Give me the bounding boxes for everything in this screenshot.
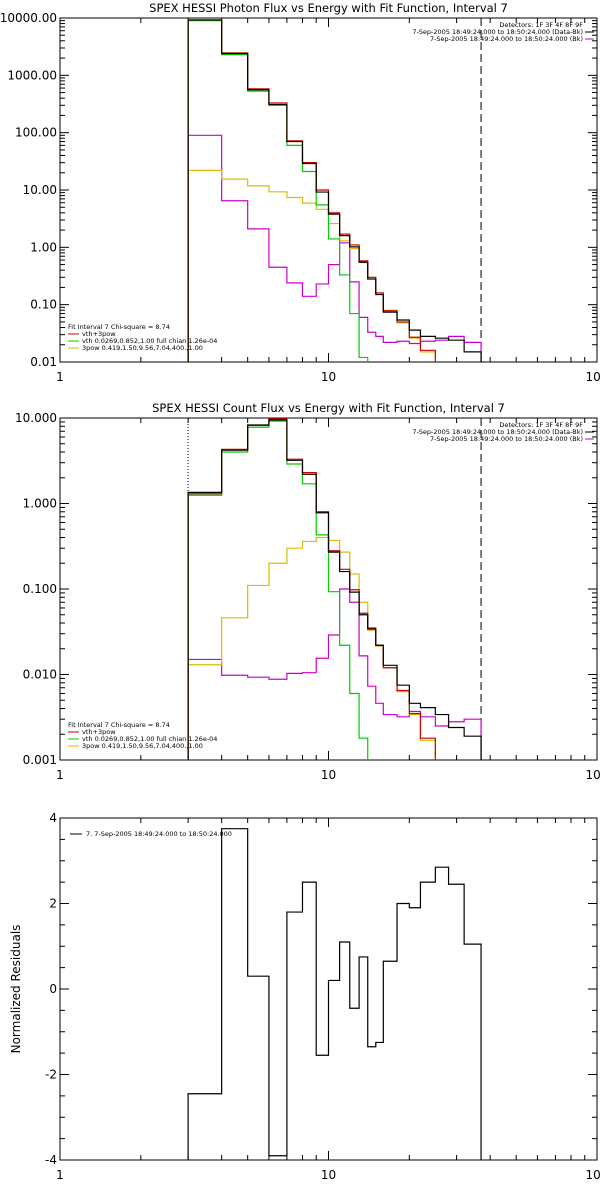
series-line-0 [187,19,482,362]
info-line: 7-Sep-2005 18:49:24.000 to 18:50:24.000 … [412,428,583,436]
y-tick-label: 0 [49,982,57,996]
series-line-4 [187,169,436,362]
chart-title: SPEX HESSI Photon Flux vs Energy with Fi… [149,1,508,15]
plot-area [187,828,482,1160]
y-tick-label: -2 [45,1068,57,1082]
fit-info-line: vth+3pow [82,728,116,736]
y-tick-label: 0.001 [23,753,57,767]
info-line: Detectors: 1F 3F 4F 8F 9F [499,21,583,29]
y-tick-label: 0.01 [30,355,57,369]
x-tick-label: 100 [586,370,600,384]
info-line: Detectors: 1F 3F 4F 8F 9F [499,421,583,429]
fit-info-line: vth 0.0269,0.852,1.00 full chian 1.26e-0… [82,337,217,345]
y-tick-label: 10.000 [15,411,57,425]
x-tick-label: 10 [321,1168,336,1182]
x-tick-label: 100 [586,1168,600,1182]
chart-title: SPEX HESSI Count Flux vs Energy with Fit… [152,401,505,415]
fit-info-line: vth 0.0269,0.852,1.00 full chian 1.26e-0… [82,735,217,743]
fit-info-line: Fit Interval 7 Chi-square = 8.74 [68,323,170,331]
x-tick-label: 100 [586,768,600,782]
series-line-1 [187,134,482,362]
info-line: 7-Sep-2005 18:49:24.000 to 18:50:24.000 … [430,35,583,43]
legend-label: 7. 7-Sep-2005 18:49:24.000 to 18:50:24.0… [86,830,232,838]
y-tick-label: 10.00 [23,183,57,197]
y-tick-label: 0.10 [30,298,57,312]
plot-area [187,418,482,760]
y-tick-label: 1000.00 [7,68,57,82]
y-tick-label: 0.100 [23,582,57,596]
plot-area [187,18,482,362]
residuals-panel: 1 10 100 -4 -2 0 2 4 Normalized Residuals 7. 7-Se… [9,811,600,1182]
fit-info-line: 3pow 0.419,1.50,9.56,7.04,400.,1.00 [82,344,203,352]
y-tick-label: 2 [49,897,57,911]
series-line-3 [187,20,369,362]
y-tick-label: -4 [45,1153,57,1167]
x-tick-label: 1 [56,1168,64,1182]
info-line: 7-Sep-2005 18:49:24.000 to 18:50:24.000 … [430,435,583,443]
photon-flux-panel: SPEX HESSI Photon Flux vs Energy with Fi… [0,1,600,384]
y-tick-label: 10000.00 [0,11,57,25]
y-axis-label: Normalized Residuals [9,925,23,1054]
series-line-0 [187,828,482,1160]
fit-info-line: Fit Interval 7 Chi-square = 8.74 [68,721,170,729]
x-tick-label: 1 [56,768,64,782]
count-flux-panel: SPEX HESSI Count Flux vs Energy with Fit… [15,401,600,782]
fit-info-line: vth+3pow [82,330,116,338]
y-tick-label: 0.010 [23,668,57,682]
series-line-1 [187,588,482,760]
y-tick-label: 1.00 [30,240,57,254]
series-line-3 [187,420,369,760]
x-tick-label: 10 [321,768,336,782]
series-line-0 [187,419,482,760]
y-tick-label: 1.000 [23,497,57,511]
x-tick-label: 10 [321,370,336,384]
y-tick-label: 4 [49,811,57,825]
x-tick-label: 1 [56,370,64,384]
y-tick-label: 100.00 [15,126,57,140]
info-line: 7-Sep-2005 18:49:24.000 to 18:50:24.000 … [412,28,583,36]
fit-info-line: 3pow 0.419,1.50,9.56,7.04,400.,1.00 [82,742,203,750]
